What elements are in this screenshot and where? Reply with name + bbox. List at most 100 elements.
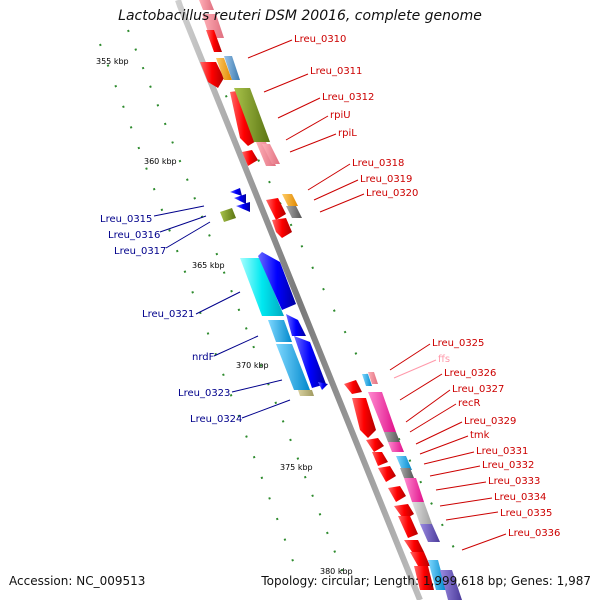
gene-label[interactable]: Lreu_0311 [310,66,362,77]
gene-Lreu_0326[interactable] [352,398,376,438]
gene-Lreu_0321[interactable] [240,258,284,316]
gene-label[interactable]: Lreu_0316 [108,230,160,241]
leader-line [159,215,207,233]
gene-ffs-b[interactable] [368,372,378,384]
gene-Lreu_0316-b[interactable] [236,202,250,212]
gene-Lreu_0336[interactable] [404,540,424,552]
gene-label[interactable]: rpiU [330,110,351,121]
gene-label[interactable]: Lreu_0329 [464,416,516,427]
gene-Lreu_0320[interactable] [286,206,302,218]
gene-label[interactable]: nrdF [192,352,215,363]
gene-Lreu_0315[interactable] [230,188,242,196]
gene-label[interactable]: Lreu_0321 [142,309,194,320]
tick-label: 375 kbp [280,463,313,472]
gc-dotted-ring-right [214,73,461,561]
gene-label[interactable]: Lreu_0318 [352,158,404,169]
gene-rpiL-b[interactable] [262,144,280,164]
gene-label[interactable]: Lreu_0333 [488,476,540,487]
leader-line [319,193,365,213]
tick-label: 370 kbp [236,361,269,370]
gene-tmk-b[interactable] [372,452,388,466]
gene-label[interactable]: Lreu_0310 [294,34,346,45]
gene-Lreu_0311-b[interactable] [216,58,232,80]
gene-recR[interactable] [384,432,400,442]
gene-label[interactable]: Lreu_0317 [114,246,166,257]
gene-label[interactable]: rpiL [338,128,357,139]
gene-Lreu_0319[interactable] [282,194,298,206]
gene-label[interactable]: Lreu_0324 [190,414,242,425]
tick-label: 355 kbp [96,57,129,66]
gene-Lreu_0327[interactable] [368,392,396,432]
gene-Lreu_0332[interactable] [400,468,414,478]
gene-Lreu_0311-c[interactable] [224,56,240,80]
gene-Lreu_0335[interactable] [420,524,440,542]
leader-line [389,343,431,371]
gene-label[interactable]: tmk [470,430,490,441]
gene-label[interactable]: recR [458,398,481,409]
tick-label: 360 kbp [144,157,177,166]
gene-label[interactable]: Lreu_0335 [500,508,552,519]
gene-Lreu_0337[interactable] [414,566,434,590]
gene-label[interactable]: Lreu_0319 [360,174,412,185]
gene-Lreu_0329[interactable] [388,442,404,452]
gene-Lreu_0317[interactable] [220,208,236,222]
gene-Lreu_0336-b[interactable] [410,552,430,566]
leader-line [429,465,481,477]
gene-Lreu_0323-b[interactable] [294,336,326,388]
gene-Lreu_0333-b[interactable] [388,486,406,502]
leader-line [307,163,351,191]
leader-line [423,451,475,465]
forward-strand-features [199,0,462,600]
gene-Lreu_0309[interactable] [199,0,214,10]
gene-label[interactable]: Lreu_0325 [432,338,484,349]
gene-label[interactable]: Lreu_0336 [508,528,560,539]
gene-Lreu_0334[interactable] [412,502,432,524]
gene-nrdF-b[interactable] [286,314,306,336]
gene-Lreu_0311[interactable] [200,62,224,88]
gene-label[interactable]: Lreu_0323 [178,388,230,399]
leader-line [247,39,293,59]
gene-nrdF[interactable] [268,320,292,342]
gene-label[interactable]: Lreu_0320 [366,188,418,199]
leader-line [439,497,493,507]
leader-line [461,533,507,551]
gene-rpiU[interactable] [242,150,258,166]
gene-Lreu_0337-b[interactable] [428,560,446,590]
gene-Lreu_0324[interactable] [298,390,314,396]
gene-label[interactable]: Lreu_0315 [100,214,152,225]
leader-line [263,73,309,93]
gene-label[interactable]: Lreu_0326 [444,368,496,379]
genome-backbone [175,0,423,600]
gene-label[interactable]: ffs [438,354,450,365]
tick-label: 365 kbp [192,261,225,270]
gene-Lreu_0338[interactable] [440,570,462,600]
leader-line [285,115,329,141]
gene-label[interactable]: Lreu_0327 [452,384,504,395]
reverse-gene-labels: Lreu_0315 Lreu_0316 Lreu_0317 Lreu_0321 … [100,205,291,425]
gene-label[interactable]: Lreu_0312 [322,92,374,103]
gene-Lreu_0332-b[interactable] [378,466,396,482]
gene-Lreu_0318[interactable] [266,198,286,220]
gene-Lreu_0312-b[interactable] [234,88,270,142]
leader-line [313,179,359,201]
leader-line [445,511,499,521]
gene-Lreu_0323[interactable] [276,344,310,390]
scale-ticks: 355 kbp 360 kbp 365 kbp 370 kbp 375 kbp … [96,57,353,576]
gene-Lreu_0335-b[interactable] [398,516,418,538]
leader-line [435,481,487,491]
gene-Lreu_0310[interactable] [202,14,224,38]
gene-Lreu_0324-b[interactable] [318,382,328,390]
gene-label[interactable]: Lreu_0331 [476,446,528,457]
gene-Lreu_0325[interactable] [344,380,362,394]
gene-tmk[interactable] [366,438,384,452]
gene-Lreu_0333[interactable] [404,478,424,502]
gene-Lreu_0331[interactable] [396,456,412,470]
gene-ffs[interactable] [362,374,372,386]
gene-Lreu_0320-b[interactable] [272,218,292,238]
gene-label[interactable]: Lreu_0334 [494,492,546,503]
gene-Lreu_0310-b[interactable] [206,30,222,52]
gene-label[interactable]: Lreu_0332 [482,460,534,471]
gene-Lreu_0316[interactable] [234,194,246,204]
gene-Lreu_0321-b[interactable] [258,252,296,310]
